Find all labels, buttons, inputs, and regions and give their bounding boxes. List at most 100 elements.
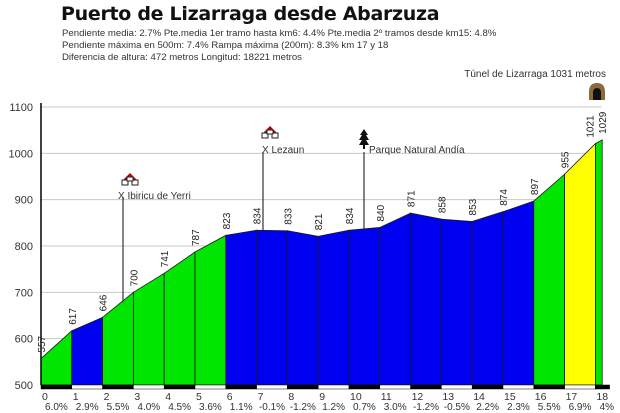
x-tick-label: 4 bbox=[165, 391, 171, 403]
km-bar bbox=[379, 384, 411, 390]
profile-segment bbox=[225, 229, 258, 386]
altitude-label: 871 bbox=[407, 190, 418, 207]
profile-segment bbox=[471, 211, 504, 386]
altitude-label: 1029 bbox=[598, 111, 609, 134]
x-tick-label: 10 bbox=[350, 391, 362, 403]
tunnel-icon bbox=[589, 83, 605, 100]
stats-line-2: Pendiente máxima en 500m: 7.4% Rampa máx… bbox=[62, 40, 389, 51]
grade-label: 1.1% bbox=[230, 402, 253, 413]
poi-tree: Parque Natural Andía bbox=[359, 129, 465, 229]
profile-segment bbox=[71, 316, 103, 386]
x-tick-label: 13 bbox=[442, 391, 454, 403]
grade-label: 4.0% bbox=[137, 402, 160, 413]
profile-segment bbox=[348, 227, 381, 386]
km-bar bbox=[102, 384, 134, 390]
profile-segment bbox=[595, 139, 603, 386]
altitude-label: 834 bbox=[253, 207, 264, 224]
stats-line-3: Diferencia de altura: 472 metros Longitu… bbox=[62, 52, 302, 63]
km-bar bbox=[256, 384, 288, 390]
tree-icon bbox=[359, 129, 369, 149]
grade-label: 2.2% bbox=[476, 402, 499, 413]
x-tick-label: 15 bbox=[504, 391, 516, 403]
x-tick-label: 17 bbox=[566, 391, 578, 403]
profile-segments bbox=[40, 139, 603, 386]
km-bar bbox=[225, 384, 257, 390]
grade-label: 3.0% bbox=[384, 402, 407, 413]
x-tick-label: 0 bbox=[42, 391, 48, 403]
altitude-label: 853 bbox=[468, 198, 479, 215]
x-tick-label: 6 bbox=[227, 391, 233, 403]
grade-label: 5.5% bbox=[107, 402, 130, 413]
grade-label: 4% bbox=[600, 402, 615, 413]
km-bar bbox=[163, 384, 196, 390]
grade-label: -0.1% bbox=[259, 402, 285, 413]
profile-segment bbox=[256, 229, 288, 386]
km-bar bbox=[317, 384, 350, 390]
y-tick-label: 1100 bbox=[9, 102, 33, 114]
x-tick-label: 9 bbox=[319, 391, 325, 403]
x-tick-label: 7 bbox=[258, 391, 264, 403]
altitude-label: 858 bbox=[437, 196, 448, 213]
grade-label: 2.3% bbox=[507, 402, 530, 413]
grade-label: 6.9% bbox=[569, 402, 592, 413]
altitude-labels: 557 617 646 700 741 787 823 834 833 821 834 840 871 8… bbox=[37, 111, 609, 352]
profile-segment bbox=[440, 218, 473, 386]
altitude-label: 897 bbox=[530, 178, 541, 195]
altitude-label: 741 bbox=[160, 250, 171, 267]
km-bar bbox=[40, 384, 73, 390]
km-bar bbox=[441, 384, 473, 390]
profile-segment bbox=[533, 173, 565, 386]
altitude-label: 787 bbox=[191, 229, 202, 246]
altitude-label: 557 bbox=[37, 335, 48, 352]
km-bar bbox=[348, 384, 381, 390]
altitude-label: 833 bbox=[283, 208, 294, 225]
x-tick-label: 12 bbox=[412, 391, 424, 403]
km-bar bbox=[194, 384, 227, 390]
km-bar bbox=[410, 384, 442, 390]
x-tick-label: 2 bbox=[104, 391, 110, 403]
profile-segment bbox=[564, 142, 596, 386]
poi-label: X Lezaun bbox=[262, 145, 304, 156]
grade-label: 3.6% bbox=[199, 402, 222, 413]
altitude-label: 646 bbox=[99, 294, 110, 311]
altitude-label: 840 bbox=[376, 204, 387, 221]
km-bar bbox=[564, 384, 596, 390]
km-bar bbox=[595, 384, 610, 390]
grade-label: -1.2% bbox=[290, 402, 316, 413]
profile-segment bbox=[410, 212, 442, 386]
poi-label: X Ibiricu de Yerri bbox=[118, 191, 191, 202]
x-tick-label: 1 bbox=[73, 391, 79, 403]
profile-segment bbox=[379, 212, 412, 386]
altitude-label: 874 bbox=[499, 189, 510, 206]
altitude-label: 617 bbox=[68, 308, 79, 325]
km-bar bbox=[287, 384, 319, 390]
village-icon bbox=[121, 173, 139, 186]
tunnel-label: Túnel de Lizarraga 1031 metros bbox=[464, 69, 606, 80]
y-tick-label: 1000 bbox=[9, 148, 33, 160]
y-tick-label: 500 bbox=[15, 380, 33, 392]
y-tick-label: 600 bbox=[15, 334, 33, 346]
x-tick-label: 11 bbox=[381, 391, 392, 403]
km-bar bbox=[533, 384, 565, 390]
poi-label: Parque Natural Andía bbox=[369, 145, 465, 156]
page-title: Puerto de Lizarraga desde Abarzuza bbox=[61, 3, 440, 25]
grade-label: -1.2% bbox=[413, 402, 439, 413]
grade-label: 1.2% bbox=[322, 402, 345, 413]
altitude-label: 1021 bbox=[585, 115, 596, 138]
x-tick-label: 18 bbox=[596, 391, 608, 403]
profile-segment bbox=[317, 229, 350, 386]
poi-village: X Lezaun bbox=[261, 126, 304, 231]
grade-label: 0.7% bbox=[353, 402, 376, 413]
altitude-label: 821 bbox=[314, 213, 325, 230]
stats-line-1: Pendiente media: 2.7% Pte.media 1er tram… bbox=[62, 28, 497, 39]
km-bar bbox=[471, 384, 504, 390]
km-bar bbox=[502, 384, 535, 390]
grade-label: 6.0% bbox=[45, 402, 68, 413]
x-tick-label: 16 bbox=[535, 391, 547, 403]
grade-label: 5.5% bbox=[538, 402, 561, 413]
y-tick-label: 900 bbox=[15, 195, 33, 207]
altitude-label: 823 bbox=[222, 212, 233, 229]
km-bar bbox=[133, 384, 165, 390]
profile-segment bbox=[132, 272, 165, 386]
x-tick-label: 5 bbox=[196, 391, 202, 403]
